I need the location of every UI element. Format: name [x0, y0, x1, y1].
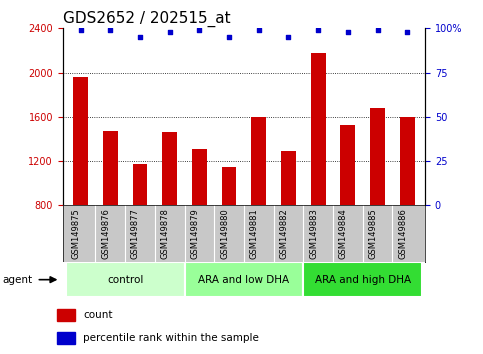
Point [255, 27, 263, 33]
Bar [57, 309, 75, 321]
Bar [103, 131, 118, 294]
Text: GSM149877: GSM149877 [131, 208, 140, 259]
Text: GSM149880: GSM149880 [220, 208, 229, 259]
Text: control: control [107, 275, 143, 285]
Bar [281, 151, 296, 294]
Bar [192, 149, 207, 294]
Point [403, 29, 411, 35]
Bar [66, 262, 185, 297]
Text: GSM149883: GSM149883 [309, 208, 318, 259]
Text: ARA and low DHA: ARA and low DHA [199, 275, 289, 285]
Point [106, 27, 114, 33]
Bar [303, 262, 422, 297]
Text: GSM149885: GSM149885 [369, 208, 378, 259]
Text: GSM149886: GSM149886 [398, 208, 407, 259]
Text: ARA and high DHA: ARA and high DHA [314, 275, 411, 285]
Bar [311, 53, 326, 294]
Text: percentile rank within the sample: percentile rank within the sample [83, 333, 259, 343]
Bar [251, 117, 266, 294]
Text: GDS2652 / 202515_at: GDS2652 / 202515_at [63, 11, 230, 27]
Text: GSM149878: GSM149878 [161, 208, 170, 259]
Point [166, 29, 173, 35]
Bar [73, 77, 88, 294]
Point [136, 34, 144, 40]
Text: agent: agent [2, 275, 32, 285]
Bar [370, 108, 385, 294]
Bar [222, 167, 237, 294]
Bar [185, 262, 303, 297]
Text: count: count [83, 310, 113, 320]
Text: GSM149884: GSM149884 [339, 208, 348, 259]
Point [284, 34, 292, 40]
Point [225, 34, 233, 40]
Text: GSM149881: GSM149881 [250, 208, 259, 259]
Point [344, 29, 352, 35]
Bar [57, 332, 75, 343]
Text: GSM149882: GSM149882 [280, 208, 288, 259]
Point [374, 27, 382, 33]
Text: GSM149875: GSM149875 [71, 208, 81, 259]
Bar [132, 164, 147, 294]
Point [77, 27, 85, 33]
Bar [162, 132, 177, 294]
Text: GSM149876: GSM149876 [101, 208, 110, 259]
Bar [400, 117, 414, 294]
Bar [341, 125, 355, 294]
Point [314, 27, 322, 33]
Text: GSM149879: GSM149879 [190, 208, 199, 259]
Point [196, 27, 203, 33]
